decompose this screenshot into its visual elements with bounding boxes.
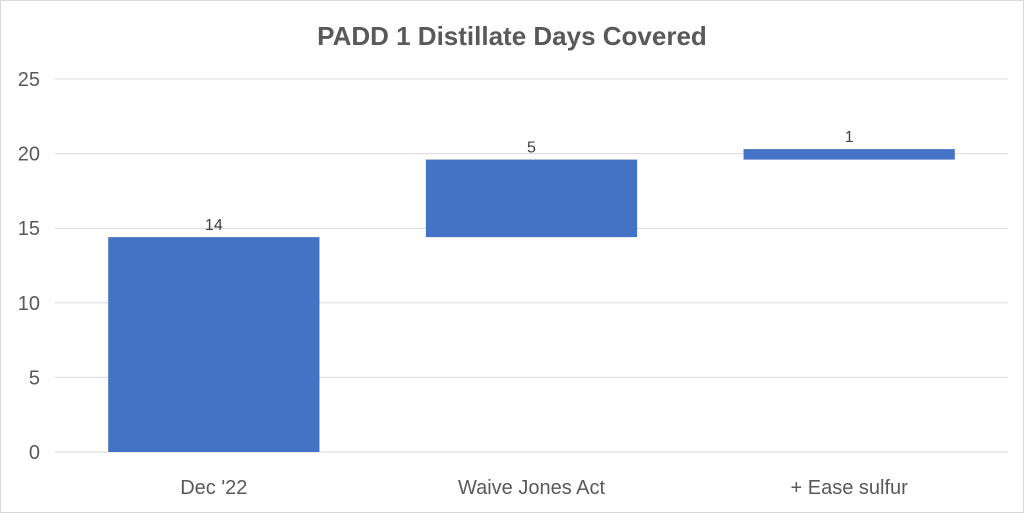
bars [108,149,955,452]
y-tick-label: 10 [18,293,40,315]
chart-title: PADD 1 Distillate Days Covered [317,21,707,51]
data-label: 5 [527,140,536,157]
x-category-label: + Ease sulfur [791,477,909,499]
bar-3 [743,149,955,160]
x-category-label: Waive Jones Act [458,477,606,499]
data-label: 1 [845,129,854,146]
x-axis-category-labels: Dec '22 Waive Jones Act + Ease sulfur [180,477,908,499]
y-tick-label: 20 [18,144,40,166]
data-label: 14 [205,217,223,234]
data-labels: 14 5 1 [205,129,854,234]
bar-2 [425,159,638,238]
bar-1 [108,237,320,452]
x-category-label: Dec '22 [180,477,247,499]
y-tick-label: 25 [18,69,40,91]
y-tick-label: 15 [18,218,40,240]
y-tick-label: 5 [29,367,40,389]
y-axis-tick-labels: 0 5 10 15 20 25 [18,69,40,464]
y-tick-label: 0 [29,442,40,464]
